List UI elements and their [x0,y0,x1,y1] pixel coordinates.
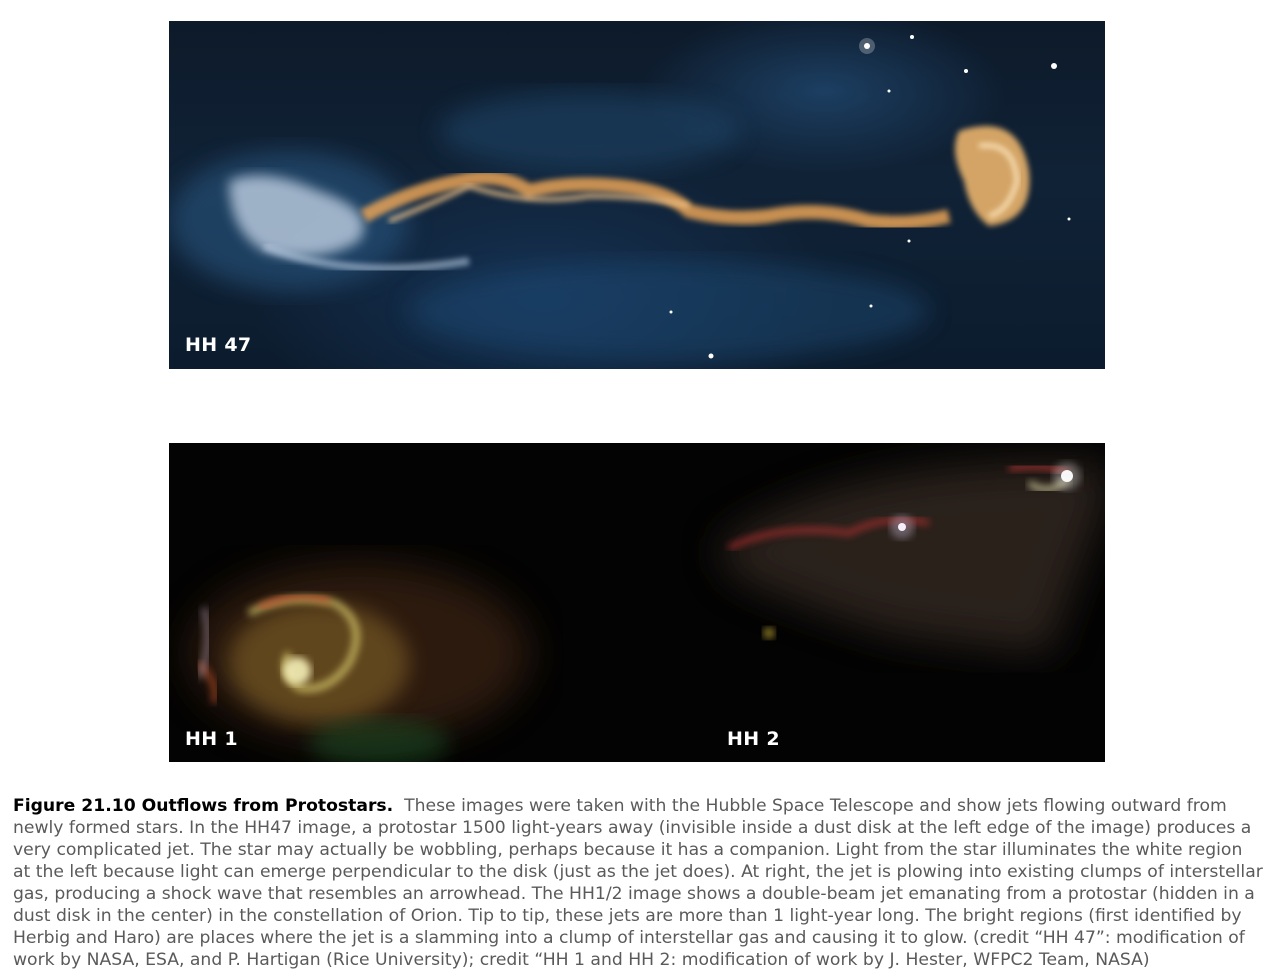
figure-title: Figure 21.10 Outflows from Protostars. [13,796,394,816]
figure-caption-text: These images were taken with the Hubble … [13,796,1263,970]
hh1-hh2-image: HH 1 HH 2 [169,443,1105,762]
hh47-image: HH 47 [169,21,1105,369]
hh1-hh2-jets-illustration [189,462,1105,762]
hh1-label: HH 1 [185,728,238,750]
hh2-label: HH 2 [727,728,780,750]
hh47-label: HH 47 [185,334,252,356]
figure-caption: Figure 21.10 Outflows from Protostars. T… [13,795,1263,971]
hh47-jet-illustration [169,35,1071,361]
